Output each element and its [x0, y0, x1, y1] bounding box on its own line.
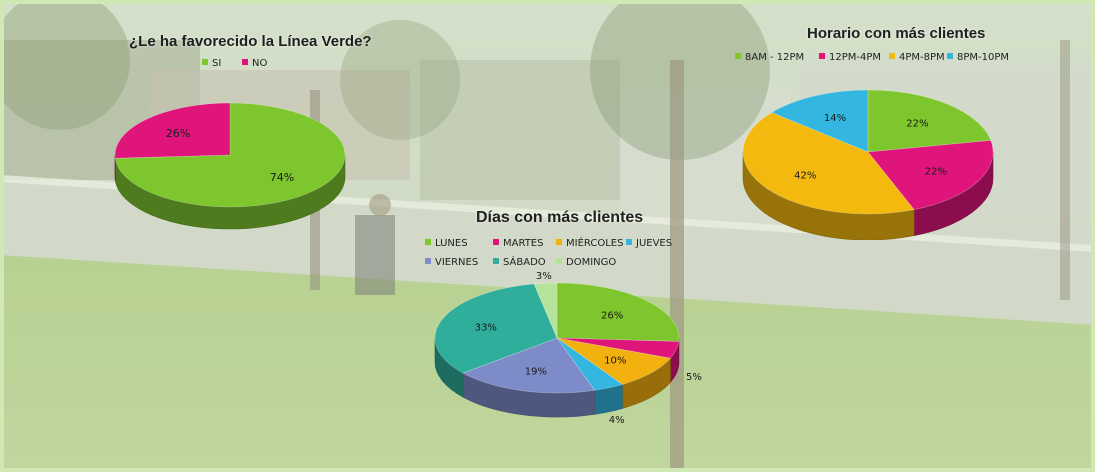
pie-label-domingo: 3%: [536, 272, 552, 282]
legend-item-miercoles: MIÉRCOLES: [556, 238, 623, 249]
legend-item-4pm-8pm: 4PM-8PM: [889, 52, 945, 63]
pie-slice-lunes: [556, 282, 680, 342]
pie-chart-linea-verde: 74% 26%: [114, 102, 346, 230]
legend-item-domingo: DOMINGO: [556, 257, 616, 268]
legend-linea-verde: SI NO: [190, 58, 330, 72]
pie-label-8am-12pm: 22%: [906, 118, 928, 129]
pie-slice-4pm-8pm: [742, 112, 915, 215]
pie-slice-no: [114, 102, 231, 159]
legend-item-12pm-4pm: 12PM-4PM: [819, 52, 881, 63]
chart-title-horario: Horario con más clientes: [807, 25, 986, 42]
legend-swatch-domingo: [556, 258, 562, 264]
chart-title-dias: Días con más clientes: [476, 209, 644, 226]
pie-label-s-bado: 33%: [475, 322, 497, 333]
legend-label-sabado: SÁBADO: [503, 257, 546, 268]
legend-item-no: NO: [242, 58, 267, 69]
pie-label-martes: 5%: [686, 372, 702, 383]
legend-item-sabado: SÁBADO: [493, 257, 546, 268]
chart-title-linea-verde: ¿Le ha favorecido la Línea Verde?: [129, 33, 372, 50]
legend-item-viernes: VIERNES: [425, 257, 478, 268]
legend-swatch-8am-12pm: [735, 53, 741, 59]
legend-item-8am-12pm: 8AM - 12PM: [735, 52, 804, 63]
legend-item-lunes: LUNES: [425, 238, 468, 249]
legend-label-si: SI: [212, 58, 222, 69]
pie-slice-domingo: [533, 282, 558, 339]
pie-label-jueves: 4%: [609, 415, 625, 426]
pie-label-si: 74%: [270, 171, 294, 184]
legend-swatch-si: [202, 59, 208, 65]
legend-label-8am-12pm: 8AM - 12PM: [745, 52, 805, 63]
legend-label-4pm-8pm: 4PM-8PM: [899, 52, 945, 63]
pie-label-lunes: 26%: [601, 311, 623, 322]
legend-label-domingo: DOMINGO: [566, 257, 617, 268]
legend-label-8pm-10pm: 8PM-10PM: [957, 52, 1010, 63]
legend-item-si: SI: [202, 58, 221, 69]
pie-label-12pm-4pm: 22%: [925, 167, 947, 178]
legend-label-lunes: LUNES: [435, 238, 468, 249]
pie-label-8pm-10pm: 14%: [824, 113, 846, 124]
legend-label-no: NO: [252, 58, 268, 69]
legend-swatch-jueves: [626, 239, 632, 245]
legend-label-miercoles: MIÉRCOLES: [566, 238, 624, 249]
legend-swatch-lunes: [425, 239, 431, 245]
pie-slice-12pm-4pm: [867, 140, 994, 210]
legend-item-martes: MARTES: [493, 238, 543, 249]
pie-slice-8pm-10pm: [771, 89, 869, 153]
pie-label-viernes: 19%: [525, 367, 547, 378]
pie-chart-dias: 26% 5% 10% 4% 19% 33% 3%: [434, 272, 702, 426]
legend-label-jueves: JUEVES: [636, 238, 673, 249]
pie-slice-8am-12pm: [867, 89, 992, 153]
legend-horario: 8AM - 12PM 12PM-4PM 4PM-8PM 8PM-10PM: [735, 52, 1035, 66]
legend-swatch-sabado: [493, 258, 499, 264]
pie-label-no: 26%: [166, 127, 190, 140]
pie-label-mi-rcoles: 10%: [604, 356, 626, 367]
pie-chart-horario: 22% 22% 42% 14%: [742, 89, 994, 240]
legend-swatch-no: [242, 59, 248, 65]
pie-slice-martes: [556, 337, 680, 359]
legend-swatch-miercoles: [556, 239, 562, 245]
legend-swatch-martes: [493, 239, 499, 245]
pie-slice-si: [114, 102, 346, 208]
legend-item-jueves: JUEVES: [626, 238, 672, 249]
legend-swatch-8pm-10pm: [947, 53, 953, 59]
legend-label-viernes: VIERNES: [435, 257, 479, 268]
legend-swatch-4pm-8pm: [889, 53, 895, 59]
legend-swatch-viernes: [425, 258, 431, 264]
pie-slice-mi-rcoles: [556, 337, 672, 385]
legend-label-12pm-4pm: 12PM-4PM: [829, 52, 882, 63]
pie-slice-viernes: [462, 337, 596, 394]
pie-slice-jueves: [556, 337, 624, 391]
legend-dias: LUNES MARTES MIÉRCOLES JUEVES VIERNES SÁ…: [425, 238, 695, 270]
legend-item-8pm-10pm: 8PM-10PM: [947, 52, 1009, 63]
pie-label-4pm-8pm: 42%: [794, 171, 816, 182]
legend-label-martes: MARTES: [503, 238, 544, 249]
pie-slice-s-bado: [434, 283, 558, 374]
legend-swatch-12pm-4pm: [819, 53, 825, 59]
